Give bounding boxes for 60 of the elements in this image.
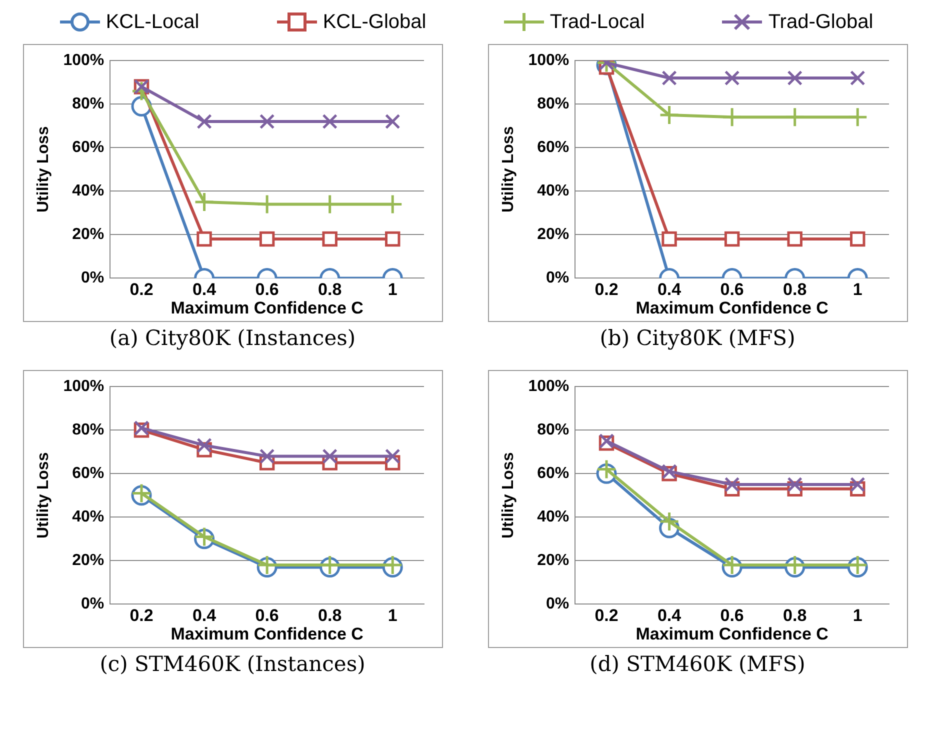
x-tick-label: 0.4 <box>656 280 682 300</box>
x-tick-label: 1 <box>387 606 397 626</box>
x-tick-label: 0.4 <box>656 606 682 626</box>
y-tick-label: 60% <box>536 465 569 482</box>
y-tick-label: 20% <box>536 552 569 570</box>
y-tick-label: 100% <box>62 52 104 70</box>
x-tick-label: 0.2 <box>129 280 153 300</box>
y-tick-label: 80% <box>536 422 569 439</box>
text: (c) STM460K (Instances) <box>100 652 366 678</box>
y-tick-label: 60% <box>72 139 104 156</box>
text: (d) STM460K (MFS) <box>590 652 806 678</box>
legend-label: Trad-Global <box>768 10 874 34</box>
y-tick-label: 20% <box>72 552 104 570</box>
x-tick-label: 0.4 <box>192 280 216 300</box>
x-tick-label: 0.6 <box>254 280 278 300</box>
y-tick-label: 0% <box>80 270 104 287</box>
y-tick-label: 40% <box>72 182 104 200</box>
x-tick-label: 0.8 <box>318 280 342 300</box>
y-tick-label: 100% <box>528 52 569 70</box>
x-axis-title: Maximum Confidence C <box>170 298 363 318</box>
x-tick-label: 1 <box>852 280 862 300</box>
y-tick-label: 40% <box>536 508 569 526</box>
y-tick-label: 60% <box>72 465 104 482</box>
y-tick-label: 100% <box>62 378 104 396</box>
x-tick-label: 0.4 <box>192 606 216 626</box>
x-tick-label: 0.8 <box>782 606 806 626</box>
x-axis-title: Maximum Confidence C <box>170 624 363 644</box>
text: (a) City80K (Instances) <box>109 326 356 352</box>
y-axis-title: Utility Loss <box>500 126 517 213</box>
y-tick-label: 0% <box>80 596 104 613</box>
y-tick-label: 80% <box>536 96 569 113</box>
x-tick-label: 0.8 <box>318 606 342 626</box>
x-tick-label: 0.2 <box>129 606 153 626</box>
y-axis-title: Utility Loss <box>34 126 52 213</box>
text: (b) City80K (MFS) <box>600 326 796 352</box>
x-axis-title: Maximum Confidence C <box>635 298 828 318</box>
x-tick-label: 1 <box>852 606 862 626</box>
y-tick-label: 100% <box>528 378 569 396</box>
x-tick-label: 0.6 <box>720 280 744 300</box>
legend-label: Trad-Local <box>550 10 645 34</box>
y-tick-label: 0% <box>545 270 569 287</box>
y-tick-label: 60% <box>536 139 569 156</box>
y-axis-title: Utility Loss <box>34 452 52 539</box>
x-tick-label: 0.2 <box>594 606 618 626</box>
legend-label: KCL-Global <box>322 10 426 34</box>
y-tick-label: 0% <box>545 596 569 613</box>
y-tick-label: 40% <box>536 182 569 200</box>
y-tick-label: 40% <box>72 508 104 526</box>
x-axis-title: Maximum Confidence C <box>635 624 828 644</box>
x-tick-label: 1 <box>387 280 397 300</box>
x-tick-label: 0.6 <box>720 606 744 626</box>
legend-label: KCL-Local <box>106 10 200 34</box>
y-tick-label: 20% <box>72 226 104 244</box>
x-tick-label: 0.2 <box>594 280 618 300</box>
x-tick-label: 0.6 <box>254 606 278 626</box>
y-tick-label: 20% <box>536 226 569 244</box>
x-tick-label: 0.8 <box>782 280 806 300</box>
y-tick-label: 80% <box>72 422 104 439</box>
y-axis-title: Utility Loss <box>500 452 517 539</box>
y-tick-label: 80% <box>72 96 104 113</box>
